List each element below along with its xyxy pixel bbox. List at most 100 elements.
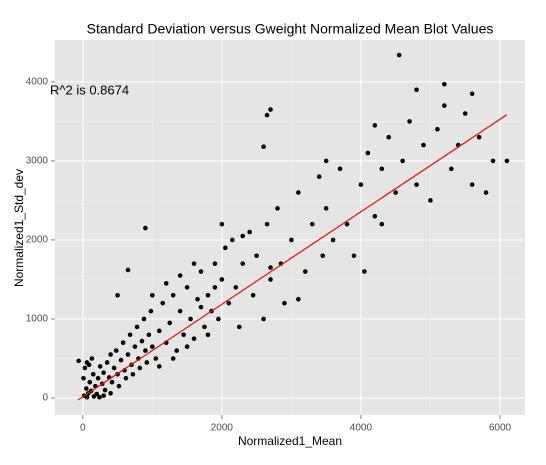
point	[275, 206, 280, 211]
point	[132, 344, 138, 349]
point	[254, 253, 259, 259]
point	[134, 324, 140, 330]
point	[393, 190, 398, 195]
point	[428, 198, 433, 203]
point	[407, 119, 412, 124]
point	[127, 332, 133, 338]
point	[462, 111, 468, 116]
point	[205, 332, 211, 338]
point	[240, 261, 246, 266]
point	[111, 365, 117, 371]
point	[240, 233, 246, 239]
point	[219, 277, 225, 282]
point	[150, 344, 155, 349]
point	[282, 300, 287, 306]
point	[143, 348, 148, 353]
point	[170, 356, 176, 361]
point	[316, 174, 322, 180]
point	[170, 292, 176, 298]
point	[184, 285, 190, 290]
point	[323, 158, 329, 164]
point	[323, 206, 329, 211]
point	[236, 324, 242, 330]
point	[216, 316, 221, 322]
y-axis-label: Normalized1_Std_dev	[12, 169, 26, 287]
point	[139, 338, 145, 344]
annotation: R^2 is 0.8674	[50, 82, 129, 97]
point	[101, 393, 106, 398]
point	[372, 213, 378, 219]
point	[212, 285, 218, 290]
point	[191, 261, 197, 266]
point	[86, 362, 92, 368]
point	[198, 269, 204, 274]
point	[181, 332, 186, 338]
point	[120, 340, 126, 345]
point	[233, 285, 239, 290]
point	[296, 296, 301, 302]
point	[309, 221, 315, 227]
point	[449, 166, 454, 172]
point	[379, 166, 385, 172]
point	[177, 273, 183, 278]
point	[330, 237, 336, 243]
point	[469, 182, 475, 187]
point	[435, 127, 440, 132]
point	[141, 316, 147, 322]
point	[82, 365, 88, 371]
point	[296, 190, 301, 195]
point	[414, 87, 419, 93]
x-tick-label: 0	[80, 423, 86, 434]
point	[226, 300, 232, 306]
point	[362, 269, 367, 274]
point	[101, 370, 106, 376]
x-tick-label: 4000	[350, 423, 373, 434]
point	[400, 158, 405, 164]
point	[113, 348, 119, 353]
point	[156, 364, 162, 369]
point	[125, 267, 131, 273]
marks	[76, 52, 510, 401]
point	[268, 265, 273, 270]
point	[108, 390, 113, 396]
point	[116, 383, 122, 389]
y-tick-label: 3000	[26, 156, 49, 167]
x-tick-label: 6000	[489, 423, 512, 434]
point	[247, 229, 252, 235]
point	[156, 328, 162, 334]
point	[483, 190, 489, 195]
point	[125, 352, 131, 357]
point	[421, 142, 426, 148]
point	[504, 158, 510, 164]
point	[268, 107, 273, 112]
panel	[55, 40, 525, 415]
point	[229, 237, 235, 243]
point	[490, 158, 496, 164]
point	[188, 316, 193, 322]
point	[320, 253, 325, 259]
point	[379, 221, 385, 227]
point	[150, 292, 155, 298]
point	[372, 123, 378, 128]
point	[191, 336, 197, 342]
point	[202, 324, 207, 330]
point	[289, 237, 294, 243]
point	[144, 360, 150, 365]
point	[148, 308, 154, 314]
point	[108, 352, 113, 357]
point	[205, 292, 211, 298]
point	[167, 320, 173, 326]
point	[198, 304, 204, 310]
point	[163, 281, 169, 286]
y-tick-label: 0	[42, 393, 48, 404]
point	[109, 379, 115, 385]
point	[264, 112, 270, 118]
point	[219, 221, 225, 227]
point	[365, 150, 371, 156]
point	[76, 358, 81, 364]
point	[184, 344, 190, 349]
point	[97, 394, 102, 400]
point	[84, 394, 90, 400]
point	[137, 365, 143, 371]
